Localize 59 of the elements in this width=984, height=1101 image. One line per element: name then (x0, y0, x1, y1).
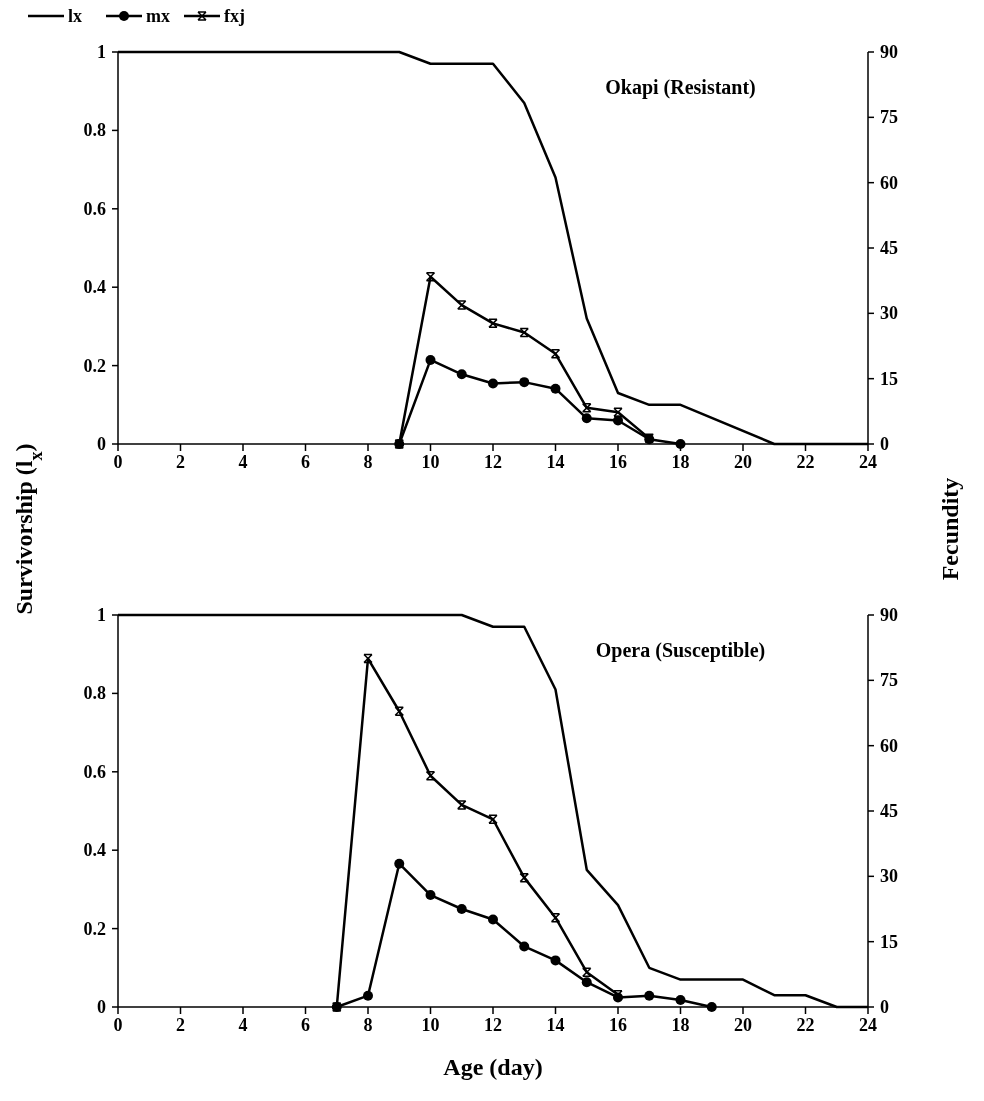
y-tick-label: 0.2 (83, 918, 106, 939)
legend-label: lx (68, 6, 83, 26)
y-tick-label: 0.4 (83, 277, 106, 298)
x-tick-label: 10 (421, 452, 440, 472)
x-tick-label: 16 (609, 1015, 627, 1035)
y-tick-label: 0.2 (83, 355, 106, 376)
y-tick-label: 0.6 (83, 198, 106, 219)
x-tick-label: 20 (734, 1015, 752, 1035)
x-tick-label: 6 (301, 452, 310, 472)
x-tick-label: 4 (238, 452, 248, 472)
x-tick-label: 10 (421, 1015, 440, 1035)
x-tick-label: 0 (113, 452, 123, 472)
y2-tick-label: 15 (880, 368, 898, 389)
x-tick-label: 22 (796, 1015, 815, 1035)
y-tick-label: 0.8 (83, 120, 106, 141)
text: Okapi (Resistant) (605, 76, 756, 99)
y-tick-label: 0.4 (83, 840, 106, 861)
y2-tick-label: 90 (880, 605, 898, 625)
y-tick-label: 0 (97, 997, 106, 1017)
x-tick-label: 22 (796, 452, 815, 472)
y-tick-label: 0.6 (83, 761, 106, 782)
y2-tick-label: 0 (880, 434, 889, 454)
x-tick-label: 8 (363, 452, 373, 472)
x-tick-label: 8 (363, 1015, 373, 1035)
x-tick-label: 12 (484, 1015, 502, 1035)
y-tick-label: 1 (97, 605, 106, 625)
y2-tick-label: 0 (880, 997, 889, 1017)
y2-tick-label: 75 (880, 107, 898, 128)
y2-tick-label: 75 (880, 670, 898, 691)
x-tick-label: 4 (238, 1015, 248, 1035)
y2-tick-label: 45 (880, 801, 898, 821)
x-tick-label: 12 (484, 452, 502, 472)
y2-tick-label: 30 (880, 866, 898, 887)
x-tick-label: 14 (546, 452, 565, 472)
x-tick-label: 6 (301, 1015, 310, 1035)
x-tick-label: 0 (113, 1015, 123, 1035)
x-tick-label: 24 (859, 1015, 877, 1035)
x-axis-title: Age (day) (443, 1054, 543, 1080)
y-tick-label: 1 (97, 42, 106, 62)
x-tick-label: 18 (671, 452, 690, 472)
x-tick-label: 24 (859, 452, 877, 472)
x-tick-label: 2 (176, 1015, 185, 1035)
x-tick-label: 14 (546, 1015, 565, 1035)
x-tick-label: 2 (176, 452, 185, 472)
y-tick-label: 0 (97, 434, 106, 454)
x-tick-label: 16 (609, 452, 627, 472)
y2-tick-label: 60 (880, 735, 898, 756)
text: Opera (Susceptible) (595, 639, 766, 662)
y2-tick-label: 90 (880, 42, 898, 62)
y2-tick-label: 15 (880, 931, 898, 952)
y2-tick-label: 60 (880, 172, 898, 193)
y-tick-label: 0.8 (83, 683, 106, 704)
legend-label: mx (146, 6, 170, 26)
y2-tick-label: 30 (880, 303, 898, 324)
x-tick-label: 20 (734, 452, 752, 472)
x-tick-label: 18 (671, 1015, 690, 1035)
legend-label: fxj (224, 6, 245, 26)
y2-tick-label: 45 (880, 238, 898, 258)
y2-axis-title: Fecundity (937, 477, 963, 581)
